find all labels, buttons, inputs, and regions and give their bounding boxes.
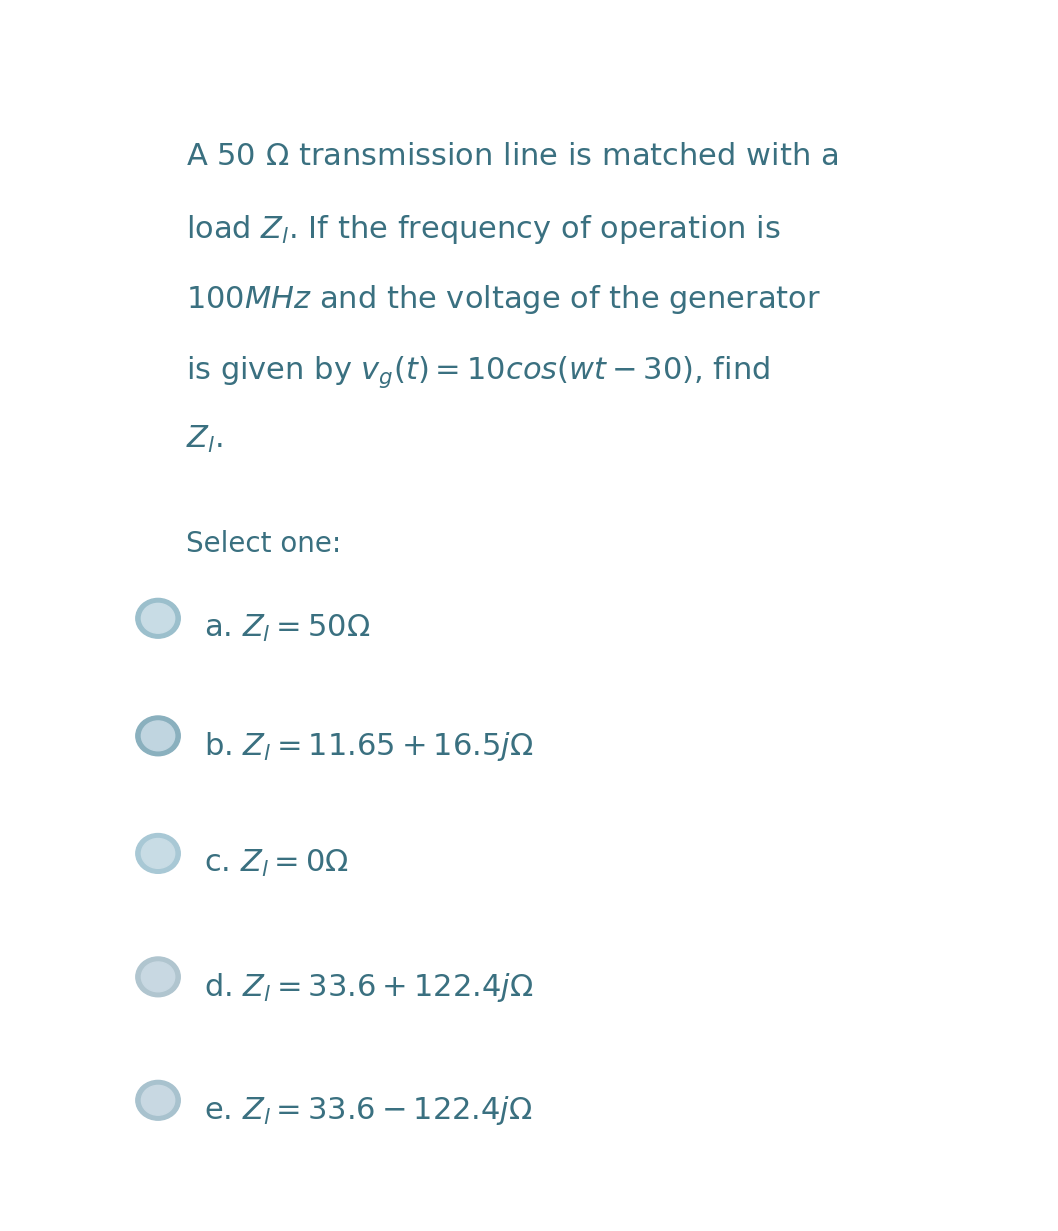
- Text: e. $Z_l = 33.6 - 122.4j\Omega$: e. $Z_l = 33.6 - 122.4j\Omega$: [204, 1094, 533, 1128]
- Text: c. $Z_l = 0\Omega$: c. $Z_l = 0\Omega$: [204, 848, 349, 879]
- Text: 100$MHz$ and the voltage of the generator: 100$MHz$ and the voltage of the generato…: [186, 283, 821, 316]
- Text: b. $Z_l = 11.65 + 16.5j\Omega$: b. $Z_l = 11.65 + 16.5j\Omega$: [204, 730, 533, 763]
- Ellipse shape: [142, 961, 175, 992]
- Ellipse shape: [135, 1081, 180, 1120]
- Text: is given by $v_g(t) = 10cos(wt - 30)$, find: is given by $v_g(t) = 10cos(wt - 30)$, f…: [186, 353, 770, 390]
- Text: A 50 $\Omega$ transmission line is matched with a: A 50 $\Omega$ transmission line is match…: [186, 143, 838, 171]
- Text: load $Z_l$. If the frequency of operation is: load $Z_l$. If the frequency of operatio…: [186, 213, 781, 246]
- Text: $Z_l$.: $Z_l$.: [186, 425, 222, 455]
- Ellipse shape: [135, 598, 180, 638]
- Text: Select one:: Select one:: [186, 531, 341, 558]
- Ellipse shape: [142, 838, 175, 868]
- Ellipse shape: [142, 603, 175, 633]
- Text: d. $Z_l = 33.6 + 122.4j\Omega$: d. $Z_l = 33.6 + 122.4j\Omega$: [204, 971, 533, 1004]
- Ellipse shape: [142, 1086, 175, 1115]
- Ellipse shape: [135, 956, 180, 997]
- Ellipse shape: [142, 721, 175, 751]
- Text: a. $Z_l = 50\Omega$: a. $Z_l = 50\Omega$: [204, 613, 370, 644]
- Ellipse shape: [135, 833, 180, 873]
- Ellipse shape: [135, 716, 180, 756]
